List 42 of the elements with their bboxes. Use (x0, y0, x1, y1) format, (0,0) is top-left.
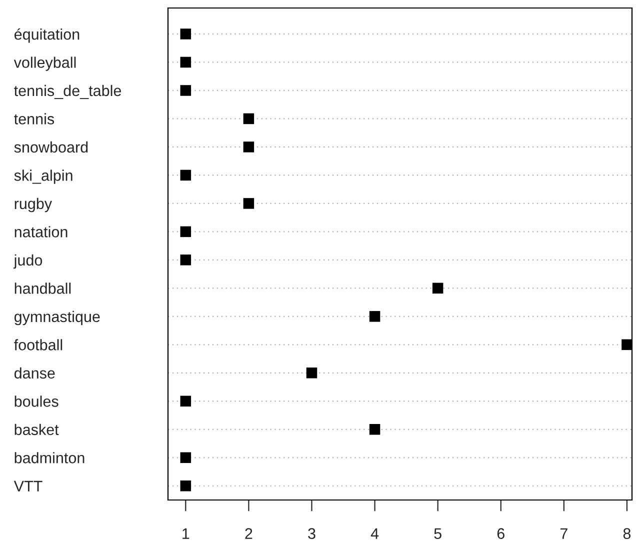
point (243, 113, 254, 124)
x-tick-label: 8 (623, 528, 631, 539)
y-tick-label: volleyball (14, 56, 76, 71)
y-tick-label: football (14, 339, 62, 350)
y-tick-label: handball (14, 282, 71, 294)
y-tick-label: badminton (14, 452, 84, 464)
point (180, 170, 192, 181)
point (180, 226, 192, 238)
y-tick-label: snowboard (14, 141, 88, 153)
x-tick-label: 6 (497, 528, 504, 539)
x-tick-label: 7 (560, 528, 568, 539)
x-tick-label: 3 (308, 528, 316, 539)
y-tick-label: tennis (14, 113, 54, 124)
y-tick-label: tennis_de_table (14, 84, 122, 100)
point (180, 56, 192, 68)
y-tick-label: natation (14, 226, 68, 238)
y-tick-label: gymnastique (14, 310, 100, 326)
x-tick-label: 1 (182, 528, 190, 539)
y-tick-label: rugby (14, 198, 52, 212)
point (180, 480, 192, 492)
point (622, 339, 632, 350)
y-tick-label: danse (14, 367, 55, 379)
point (243, 142, 254, 152)
point (369, 311, 380, 322)
point (369, 424, 380, 435)
y-tick-label: boules (14, 396, 58, 407)
y-tick-label: équitation (14, 28, 80, 43)
point (180, 85, 192, 96)
point (306, 368, 318, 378)
x-tick-label: 2 (245, 528, 252, 539)
point (180, 28, 192, 40)
y-tick-label: ski_alpin (14, 170, 72, 184)
x-tick-label: 4 (370, 528, 379, 539)
point (243, 198, 254, 209)
point (180, 396, 192, 407)
y-tick-label: judo (13, 254, 42, 269)
y-tick-label: VTT (14, 480, 42, 492)
point (180, 452, 192, 464)
point (432, 282, 444, 294)
y-tick-label: basket (14, 424, 59, 436)
x-tick-label: 5 (434, 528, 442, 539)
point (180, 254, 192, 266)
